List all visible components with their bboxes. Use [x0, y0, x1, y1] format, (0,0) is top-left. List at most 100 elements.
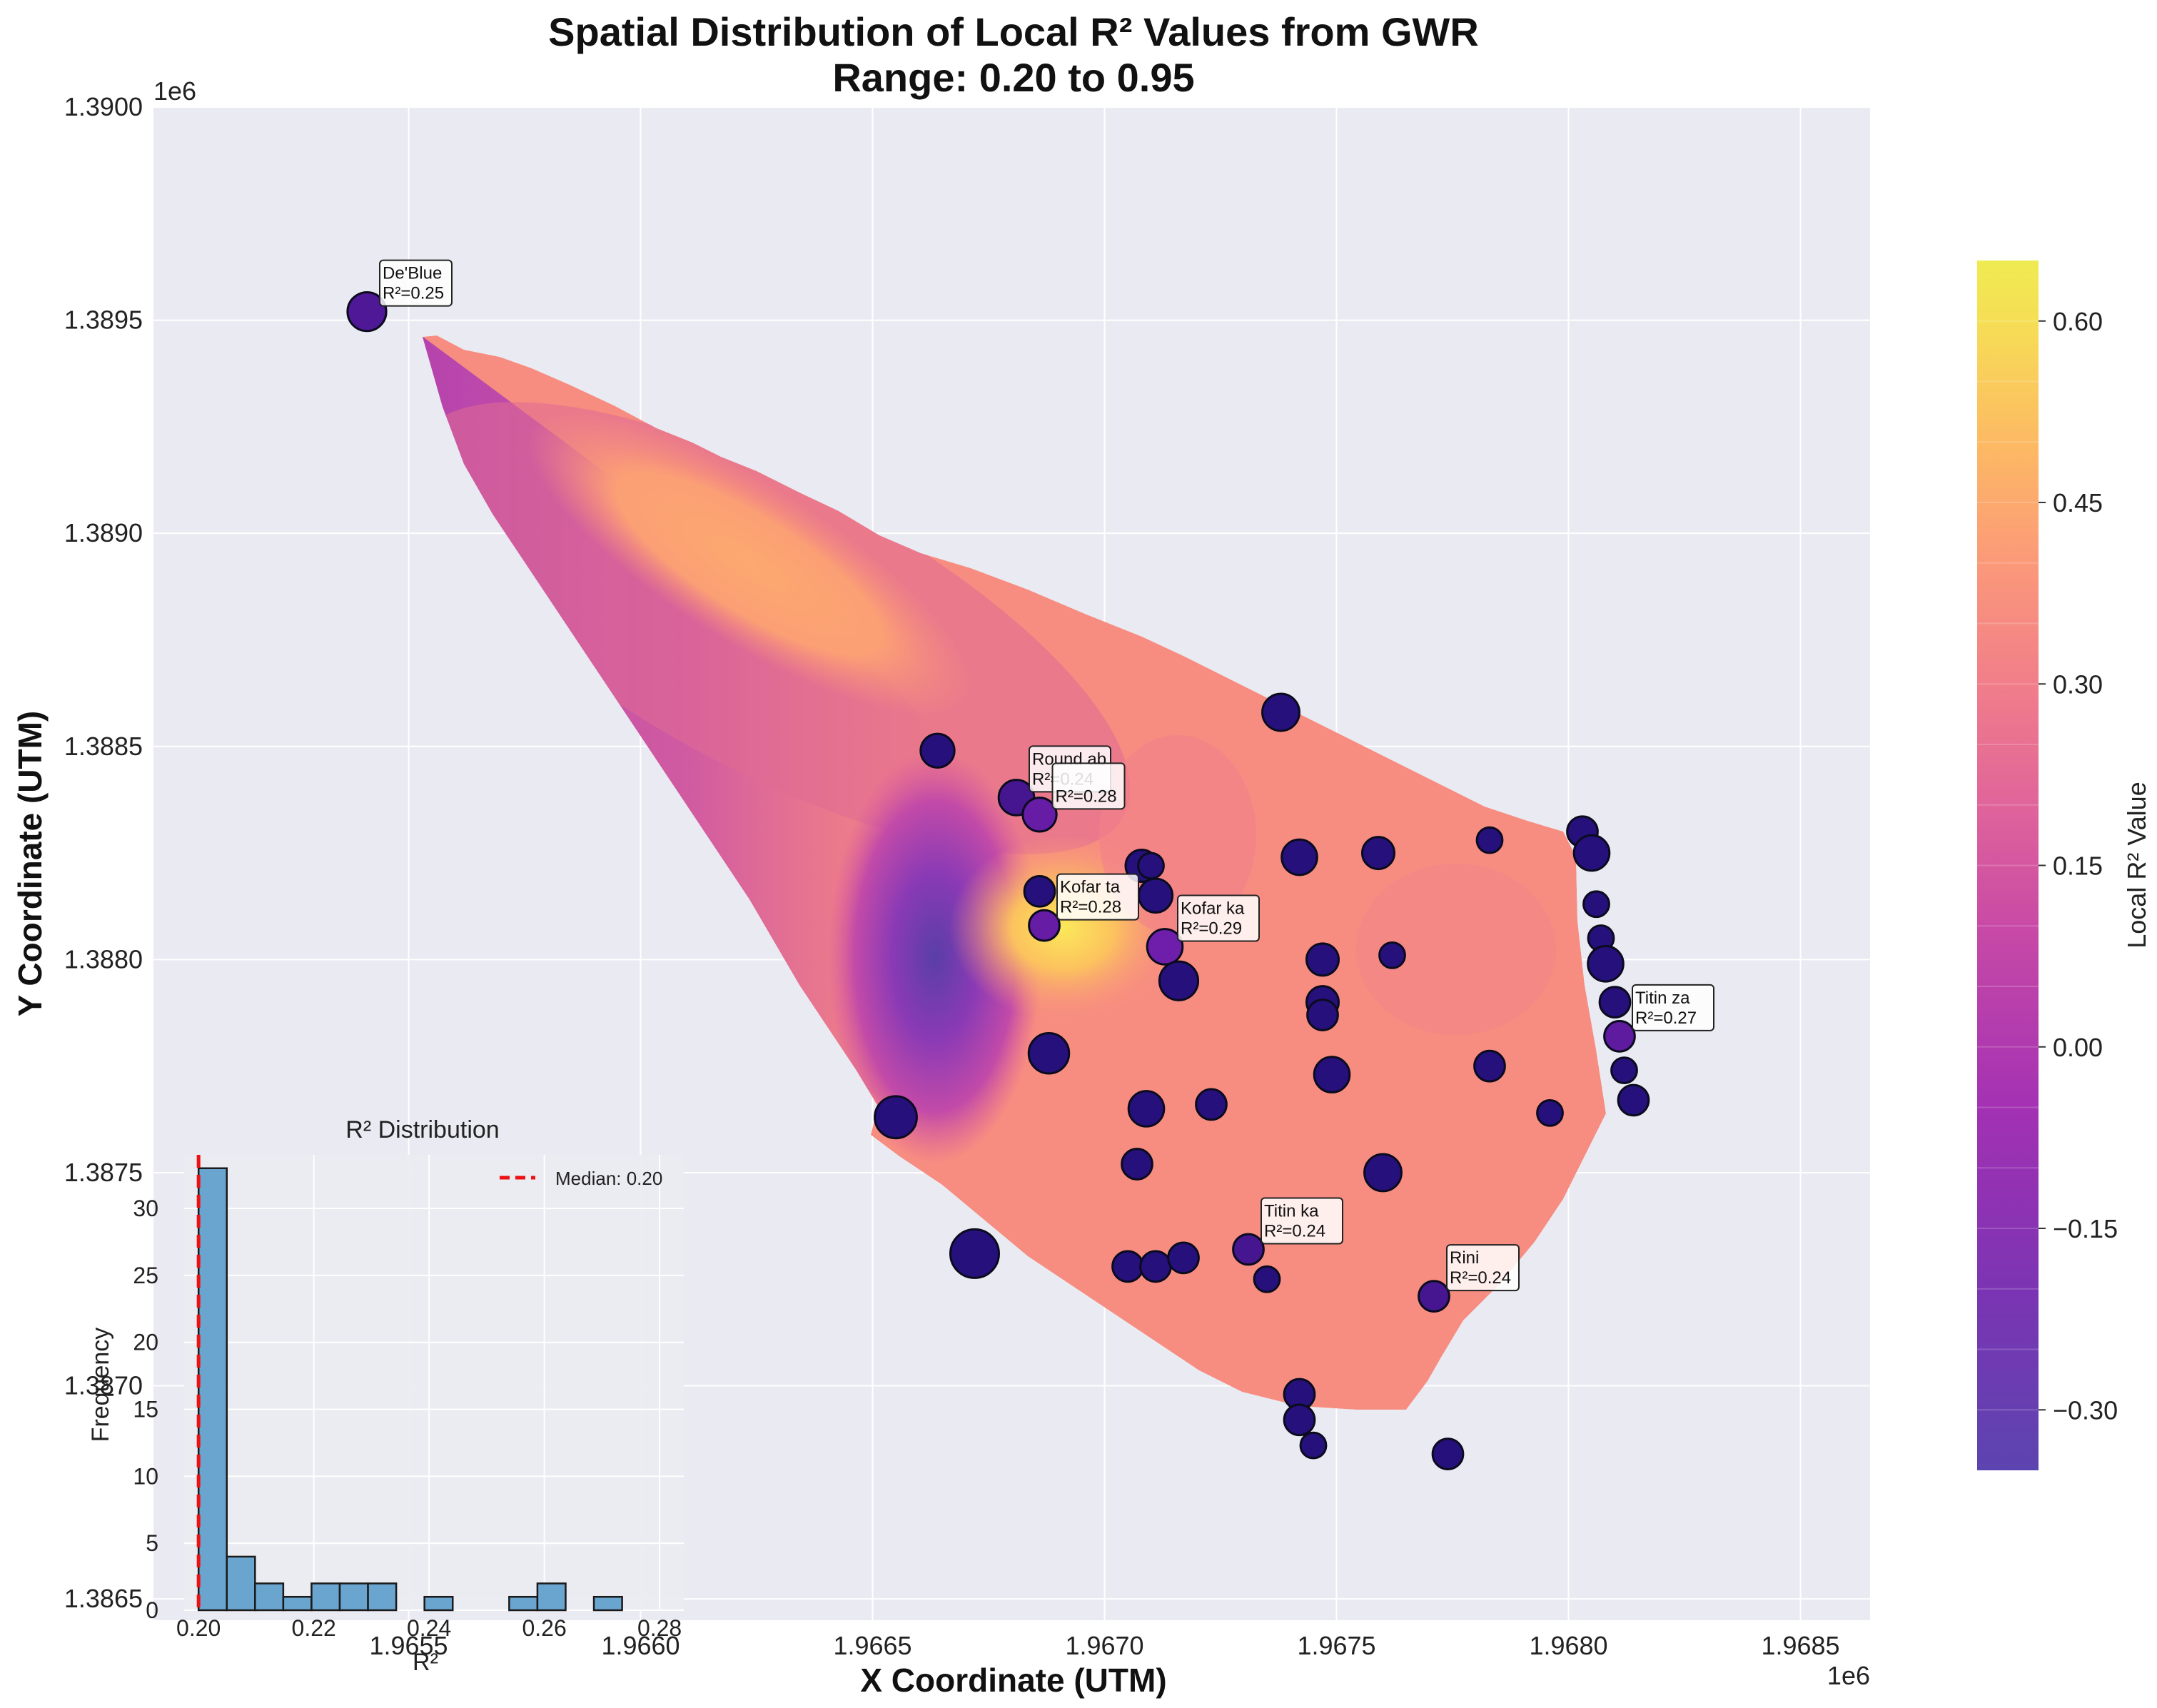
colorbar-tick-label: 0.15 — [2053, 852, 2103, 881]
histogram-bar — [367, 1582, 398, 1612]
sample-point — [1127, 1090, 1166, 1128]
sample-point — [1418, 1280, 1450, 1313]
colorbar-tick-label: −0.30 — [2053, 1395, 2118, 1425]
sample-point — [1167, 1241, 1200, 1275]
inset-axes: 0.20 0.22 0.24 0.26 0.28 0 5 10 15 20 25 30 — [133, 1196, 682, 1641]
inset-y-tick-label: 30 — [133, 1196, 158, 1221]
histogram-bar — [508, 1595, 539, 1612]
sample-point — [1111, 1250, 1144, 1283]
x-tick-label: 1.9670 — [1065, 1631, 1143, 1660]
histogram-bar — [423, 1595, 454, 1612]
inset-x-label: R² — [413, 1649, 438, 1676]
inset-y-tick-label: 5 — [146, 1530, 158, 1556]
point-label-name: Kofar ka — [1181, 899, 1245, 918]
contour-cold-region — [828, 749, 1042, 1163]
point-label-box — [1051, 762, 1126, 810]
sample-point — [949, 1228, 1000, 1279]
colorbar-label: Local R² Value — [2122, 782, 2151, 948]
point-label-box — [379, 259, 453, 307]
inset-background — [184, 1155, 684, 1610]
inset-x-tick-label: 0.20 — [176, 1615, 221, 1641]
y-tick-label: 1.3890 — [64, 518, 143, 547]
sample-point — [1431, 1437, 1465, 1470]
sample-point — [1361, 836, 1395, 871]
sample-point — [874, 1095, 918, 1140]
inset-y-tick-label: 15 — [133, 1397, 158, 1423]
histogram-bar — [536, 1582, 567, 1612]
y-tick-label: 1.3870 — [64, 1371, 143, 1400]
histogram-inset: 0.20 0.22 0.24 0.26 0.28 0 5 10 15 20 25 30 Median:… — [87, 1116, 684, 1676]
histogram-bar — [310, 1582, 341, 1612]
sample-point — [1139, 1250, 1172, 1283]
contour-local-low-east — [1356, 864, 1556, 1035]
sample-point — [1587, 945, 1625, 983]
main-axes: 1.9655 1.9660 1.9665 1.9670 1.9675 1.9680 1.96… — [64, 92, 1840, 1660]
sample-point — [919, 732, 956, 769]
sample-point — [1280, 838, 1318, 876]
y-tick-label: 1.3875 — [64, 1158, 143, 1187]
legend-label: Median: 0.20 — [555, 1168, 662, 1189]
point-label-value: R²=0.24 — [1450, 1268, 1511, 1288]
point-label-value: R²=0.29 — [1181, 919, 1242, 938]
point-label-value: R²=0.28 — [1060, 898, 1121, 917]
inset-y-tick-label: 0 — [146, 1597, 158, 1623]
sample-point — [1261, 692, 1300, 732]
point-label-name: De'Blue — [383, 264, 442, 283]
x-tick-label: 1.9685 — [1761, 1631, 1839, 1660]
point-label-name: Kofar ta — [1060, 878, 1121, 897]
y-axis-label: Y Coordinate (UTM) — [11, 711, 49, 1016]
sample-point — [346, 291, 388, 333]
sample-point — [1021, 797, 1058, 833]
sample-point — [1305, 942, 1340, 977]
sample-point — [1582, 890, 1610, 919]
histogram-bar — [282, 1595, 313, 1612]
colorbar-tick-label: 0.00 — [2053, 1033, 2103, 1062]
sample-point — [1283, 1403, 1316, 1437]
point-label-value: R²=0.25 — [383, 284, 444, 303]
x-tick-label: 1.9675 — [1297, 1631, 1375, 1660]
colorbar: −0.30 −0.15 0.00 0.15 0.30 0.45 0.60 Local R² … — [1977, 261, 2151, 1470]
colorbar-tick-label: 0.45 — [2053, 488, 2103, 517]
inset-y-tick-label: 20 — [133, 1330, 158, 1355]
sample-point — [1299, 1431, 1328, 1460]
colorbar-gradient — [1977, 261, 2039, 1470]
point-label-box — [1261, 1197, 1343, 1245]
point-label-name: Titin ka — [1264, 1201, 1319, 1221]
x-tick-label: 1.9660 — [601, 1631, 680, 1660]
point-label-box — [1056, 873, 1139, 921]
histogram-bar — [592, 1595, 623, 1612]
histogram-bar — [338, 1582, 369, 1612]
inset-x-tick-label: 0.24 — [407, 1615, 451, 1641]
x-tick-label: 1.9680 — [1529, 1631, 1607, 1660]
sample-point — [1121, 1148, 1153, 1181]
point-label-name: Rini — [1450, 1248, 1479, 1268]
y-tick-label: 1.3865 — [64, 1584, 143, 1613]
y-offset-label: 1e6 — [153, 76, 196, 106]
point-label-name: Titin za — [1635, 989, 1690, 1008]
colorbar-tick-label: −0.15 — [2053, 1214, 2118, 1243]
sample-point — [1137, 852, 1165, 880]
sample-point — [1475, 826, 1504, 854]
y-tick-label: 1.3900 — [64, 92, 143, 121]
x-offset-label: 1e6 — [1827, 1661, 1870, 1690]
x-tick-label: 1.9655 — [369, 1631, 448, 1660]
sample-point — [1572, 834, 1611, 872]
sample-point — [1598, 986, 1632, 1019]
contour-warm-region — [527, 412, 971, 716]
sample-point — [1137, 877, 1174, 914]
sample-point — [1603, 1020, 1636, 1053]
sample-point — [1232, 1233, 1265, 1266]
sample-point — [1195, 1088, 1228, 1121]
histogram-bar — [226, 1555, 256, 1612]
x-axis-label: X Coordinate (UTM) — [860, 1662, 1166, 1699]
colorbar-tick-label: 0.30 — [2053, 669, 2103, 699]
point-label-box — [1632, 984, 1714, 1031]
histogram-bar — [197, 1167, 228, 1612]
inset-x-tick-label: 0.22 — [292, 1615, 336, 1641]
inset-x-tick-label: 0.28 — [637, 1615, 682, 1641]
sample-point — [1313, 1056, 1351, 1093]
colorbar-tick-label: 0.60 — [2053, 307, 2103, 336]
chart-title-line1: Spatial Distribution of Local R² Values … — [548, 9, 1479, 54]
y-tick-label: 1.3885 — [64, 732, 143, 761]
